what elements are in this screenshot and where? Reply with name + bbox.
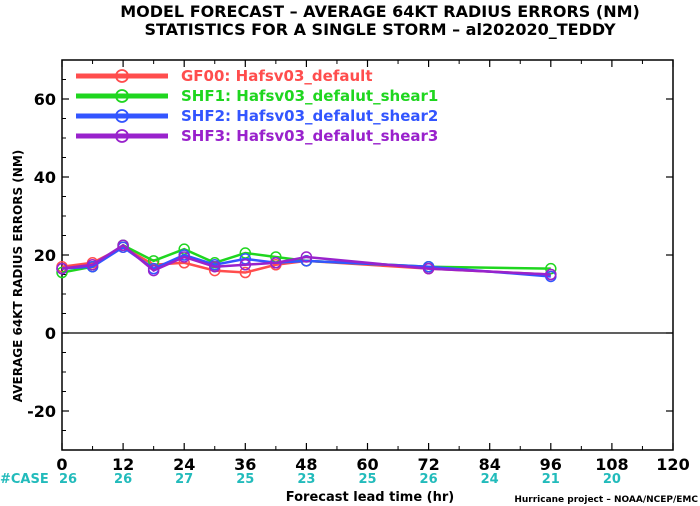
y-tick-label: 20 — [34, 246, 56, 265]
legend-marker — [115, 109, 129, 123]
legend-marker — [115, 89, 129, 103]
x-tick-label: 60 — [356, 455, 378, 474]
data-point — [300, 251, 313, 263]
legend-label: SHF1: Hafsv03_defalut_shear1 — [181, 87, 438, 105]
case-label: #CASE — [0, 472, 49, 487]
y-tick-label: 0 — [45, 324, 56, 343]
data-point — [117, 239, 129, 251]
legend-item: SHF1: Hafsv03_defalut_shear1 — [76, 87, 438, 105]
case-count: 26 — [420, 472, 438, 487]
x-axis: 0 12 24 36 48 60 72 84 96 108 120 — [56, 60, 690, 474]
legend-label: SHF2: Hafsv03_defalut_shear2 — [181, 107, 438, 125]
y-axis: -20 0 20 40 60 — [27, 59, 673, 451]
case-count: 26 — [59, 472, 77, 487]
data-point — [56, 262, 68, 275]
legend-item: SHF3: Hafsv03_defalut_shear3 — [76, 127, 438, 145]
series-line — [56, 239, 557, 281]
x-tick-label: 96 — [540, 455, 562, 474]
case-count: 25 — [358, 472, 376, 487]
case-values: 26 26 27 25 23 25 26 24 21 20 — [59, 472, 621, 487]
legend-marker — [115, 129, 129, 143]
x-axis-label: Forecast lead time (hr) — [286, 490, 454, 505]
legend-marker — [115, 69, 129, 83]
chart-subtitle: STATISTICS FOR A SINGLE STORM – al202020… — [144, 20, 616, 39]
x-tick-label: 48 — [295, 455, 317, 474]
legend: GF00: Hafsv03_default SHF1: Hafsv03_defal… — [76, 67, 438, 145]
y-tick-label: -20 — [27, 402, 56, 421]
series-layer — [56, 239, 557, 283]
legend-item: GF00: Hafsv03_default — [76, 67, 372, 85]
case-count: 20 — [603, 472, 621, 487]
data-point — [239, 259, 252, 271]
legend-label: SHF3: Hafsv03_defalut_shear3 — [181, 127, 438, 145]
data-point — [147, 264, 160, 277]
legend-item: SHF2: Hafsv03_defalut_shear2 — [76, 107, 438, 125]
data-point — [239, 266, 252, 279]
data-point — [178, 251, 190, 263]
x-tick-label: 72 — [417, 455, 439, 474]
data-point — [209, 260, 221, 273]
x-tick-label: 108 — [595, 455, 628, 474]
x-tick-label: 24 — [173, 455, 195, 474]
x-tick-label: 120 — [656, 455, 689, 474]
data-point — [86, 259, 99, 271]
credit-text: Hurricane project – NOAA/NCEP/EMC — [514, 495, 698, 505]
x-tick-label: 0 — [56, 455, 67, 474]
series-path — [61, 243, 551, 276]
series-path — [61, 243, 551, 274]
data-point — [422, 262, 435, 275]
y-tick-label: 60 — [34, 90, 56, 109]
case-count: 26 — [114, 472, 132, 487]
y-tick-label: 40 — [34, 168, 56, 187]
case-count: 21 — [542, 472, 560, 487]
case-count: 24 — [481, 472, 499, 487]
case-count: 27 — [175, 472, 193, 487]
case-count: 25 — [236, 472, 254, 487]
chart-title: MODEL FORECAST – AVERAGE 64KT RADIUS ERR… — [120, 2, 640, 21]
x-tick-label: 36 — [234, 455, 256, 474]
data-point — [545, 268, 557, 281]
x-tick-label: 84 — [479, 455, 501, 474]
case-count: 23 — [297, 472, 315, 487]
legend-label: GF00: Hafsv03_default — [181, 67, 372, 85]
y-axis-label: AVERAGE 64KT RADIUS ERRORS (NM) — [11, 150, 25, 402]
data-point — [270, 257, 282, 269]
series-path — [61, 245, 551, 278]
x-tick-label: 12 — [112, 455, 134, 474]
